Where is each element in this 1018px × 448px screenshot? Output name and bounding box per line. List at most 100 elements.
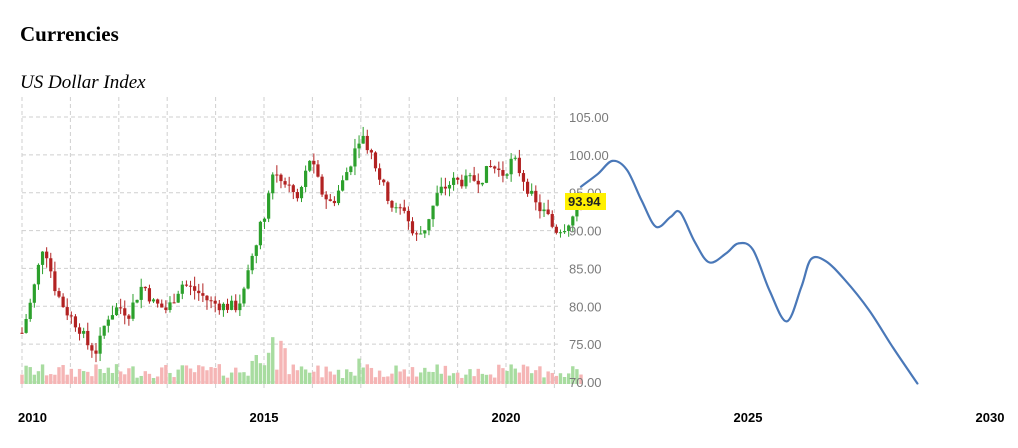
volume-bar <box>324 366 328 384</box>
volume-bar <box>98 369 102 384</box>
y-tick-label: 75.00 <box>569 337 602 352</box>
candle-body <box>188 285 193 287</box>
volume-bar <box>127 368 131 384</box>
volume-bar <box>135 377 139 384</box>
candle-body <box>61 296 65 308</box>
volume-bar <box>155 376 160 384</box>
candle-body <box>102 325 106 336</box>
candle-body <box>82 330 86 334</box>
candle-body <box>147 288 152 302</box>
volume-bar <box>172 377 176 384</box>
candle-body <box>221 303 226 311</box>
volume-bar <box>308 372 312 384</box>
candle-body <box>106 319 110 326</box>
candle-body <box>431 205 435 220</box>
candle-body <box>447 184 452 189</box>
volume-bar <box>579 374 583 384</box>
volume-bar <box>106 367 111 384</box>
volume-bar <box>123 374 127 384</box>
volume-bar <box>414 376 419 384</box>
volume-bar <box>517 372 522 384</box>
volume-bar <box>369 367 374 384</box>
volume-bar <box>472 376 476 384</box>
candle-body <box>567 225 571 231</box>
volume-bar <box>312 371 316 384</box>
candle-body <box>542 209 546 212</box>
volume-bar <box>36 371 41 384</box>
candle-body <box>369 150 373 153</box>
volume-bar <box>32 374 37 384</box>
candle-body <box>406 210 410 222</box>
volume-bar <box>558 373 563 384</box>
volume-bar <box>377 370 382 384</box>
volume-bar <box>345 369 349 384</box>
y-tick-label: 70.00 <box>569 375 602 390</box>
volume-bar <box>410 367 415 384</box>
candle-body <box>69 315 73 317</box>
volume-bar <box>44 375 49 384</box>
volume-bar <box>521 364 526 384</box>
forecast-line <box>579 159 919 385</box>
candle-body <box>234 300 238 311</box>
candle-body <box>225 303 230 310</box>
candle-body <box>550 214 554 227</box>
volume-bar <box>61 365 65 384</box>
volume-bar <box>81 371 86 384</box>
candle-body <box>484 166 489 183</box>
candle-body <box>336 190 341 204</box>
candle-body <box>497 168 501 171</box>
volume-bar <box>316 365 320 384</box>
candle-body <box>283 181 287 185</box>
volume-bar <box>328 371 332 384</box>
candle-body <box>217 303 221 311</box>
candle-body <box>493 166 497 169</box>
volume-bar <box>234 367 238 384</box>
last-value-marker: 93.94 <box>565 193 606 210</box>
volume-bar <box>77 368 82 384</box>
volume-bars <box>20 337 583 384</box>
candle-body <box>258 221 263 246</box>
candle-body <box>394 207 398 209</box>
candle-body <box>365 135 369 151</box>
candle-body <box>361 135 365 144</box>
candle-body <box>378 168 382 180</box>
candle-body <box>488 166 493 168</box>
candle-body <box>415 233 419 235</box>
y-tick-label: 80.00 <box>569 299 602 314</box>
candle-body <box>262 218 267 222</box>
candle-body <box>114 307 119 316</box>
volume-bar <box>114 364 119 384</box>
candle-body <box>205 295 209 301</box>
candle-body <box>184 284 189 286</box>
volume-bar <box>49 374 53 384</box>
candle-body <box>250 255 254 271</box>
candle-body <box>357 143 361 149</box>
volume-bar <box>447 375 452 384</box>
candle-body <box>73 316 78 328</box>
candle-body <box>275 174 279 176</box>
volume-bar <box>529 373 534 384</box>
x-tick-label: 2010 <box>18 410 47 425</box>
candle-body <box>505 174 509 176</box>
volume-bar <box>373 377 378 384</box>
candle-body <box>119 307 123 309</box>
candle-body <box>517 157 521 174</box>
volume-bar <box>443 365 448 384</box>
volume-bar <box>460 377 464 384</box>
candle-body <box>316 164 320 177</box>
candle-body <box>402 207 406 211</box>
candle-body <box>86 330 90 346</box>
y-tick-label: 100.00 <box>569 148 609 163</box>
candle-body <box>36 264 41 285</box>
candle-body <box>151 299 156 302</box>
volume-bar <box>456 372 460 384</box>
candle-body <box>238 303 242 311</box>
volume-bar <box>534 370 538 384</box>
candle-body <box>242 288 246 304</box>
volume-bar <box>94 364 98 384</box>
candle-body <box>472 175 476 181</box>
candle-body <box>32 284 36 303</box>
candle-body <box>156 299 160 304</box>
volume-bar <box>575 369 579 384</box>
candle-body <box>287 184 291 186</box>
